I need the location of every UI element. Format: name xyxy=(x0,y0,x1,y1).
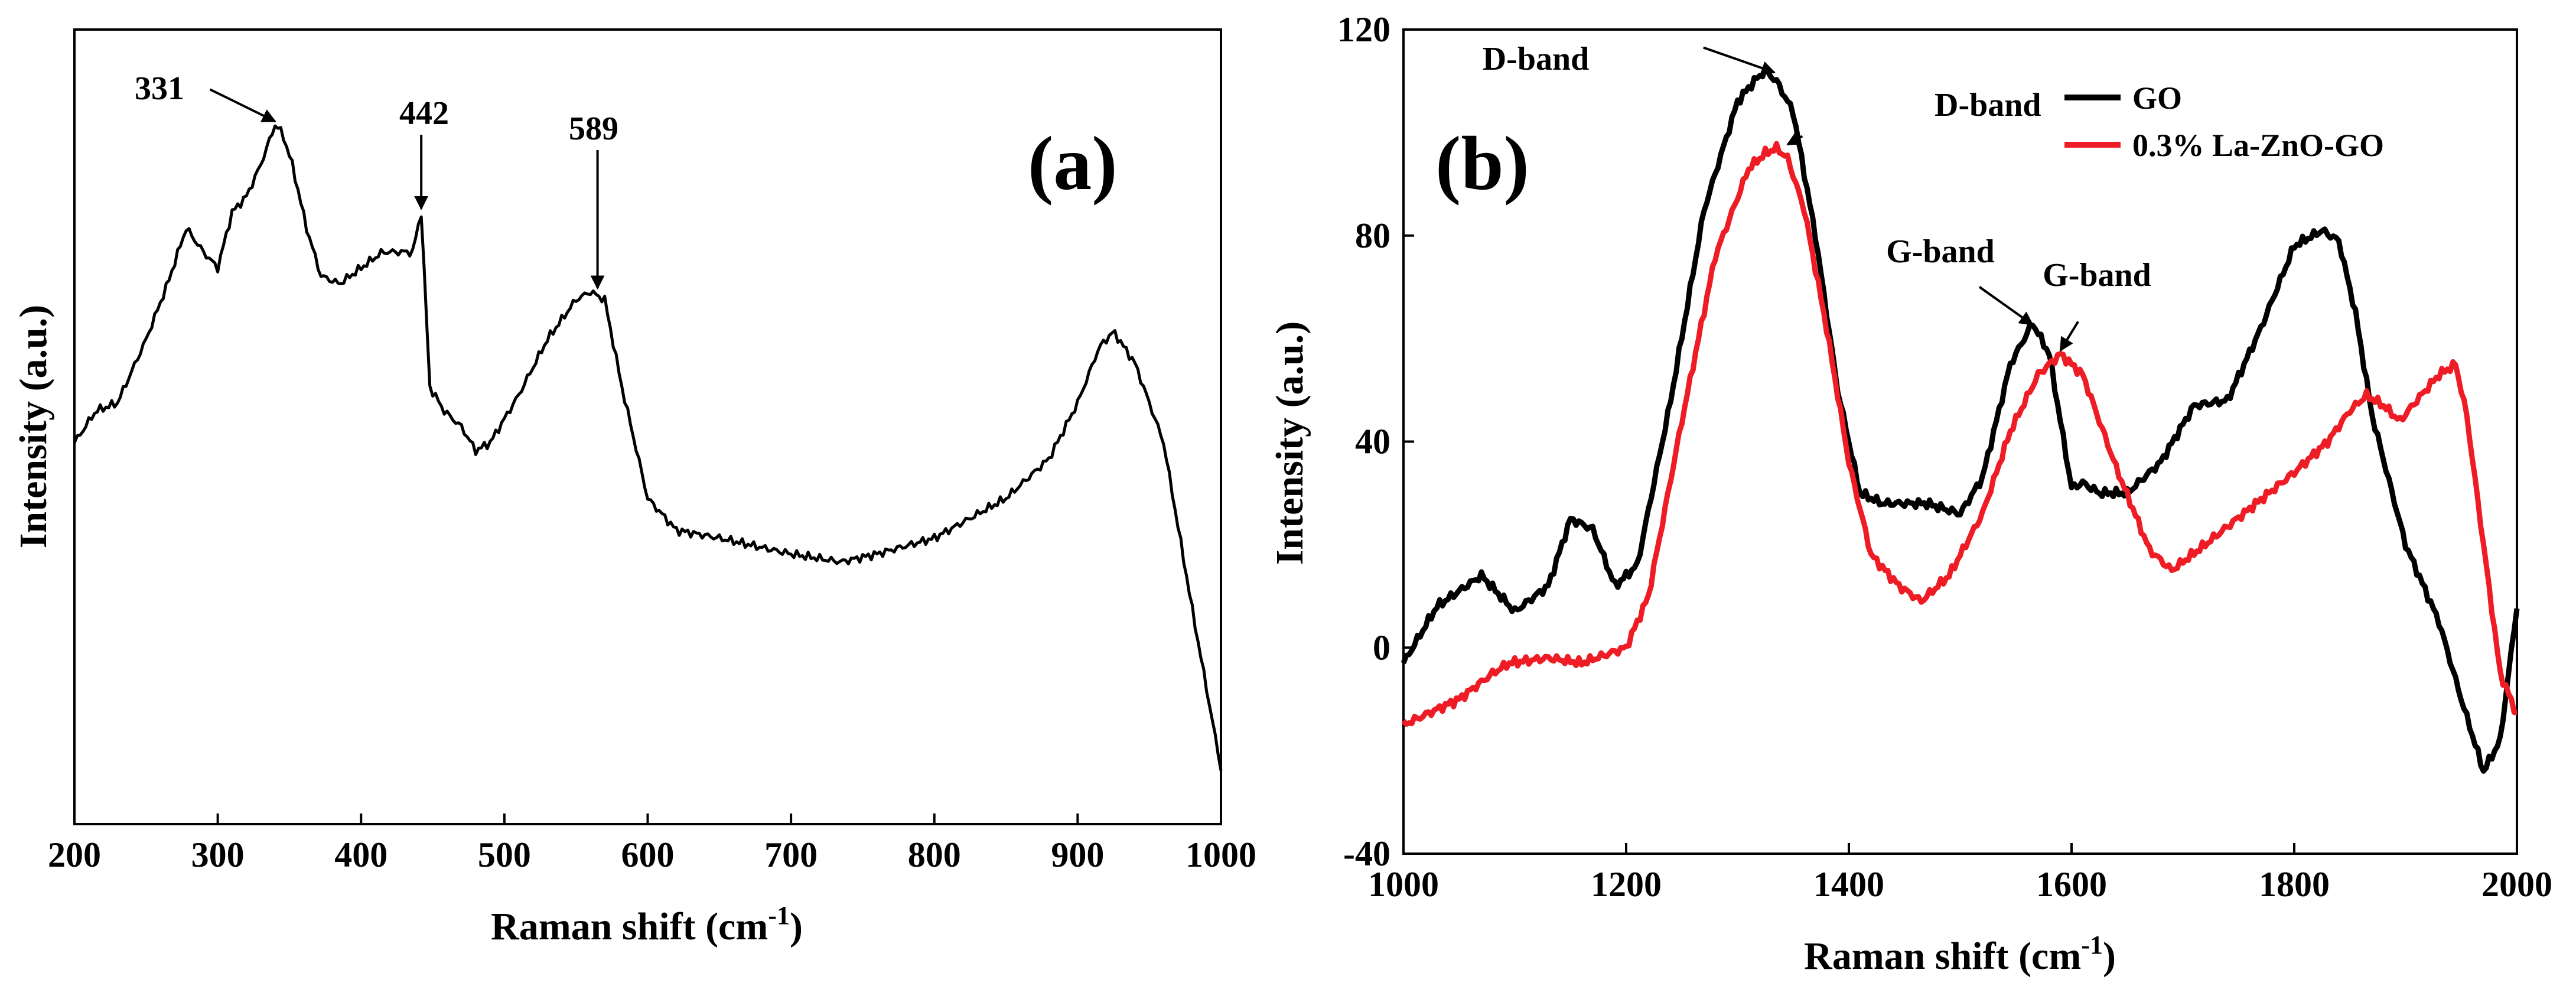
x-axis-label-a-end: ) xyxy=(790,905,803,948)
series-group-a xyxy=(73,124,1223,771)
annotations-b: D-band D-band G-band G-band xyxy=(1483,41,2151,352)
x-tick-label-b-3: 1600 xyxy=(2036,865,2107,904)
series-line-b-go xyxy=(1401,65,2520,774)
annotation-label-b-0: D-band xyxy=(1483,41,1590,77)
x-tick-label-b-4: 1800 xyxy=(2259,865,2330,904)
panel-label-b: (b) xyxy=(1435,121,1529,206)
x-tick-label-a-8: 1000 xyxy=(1186,835,1256,874)
x-tick-label-a-1: 300 xyxy=(191,835,245,874)
annotation-arrow-a-0 xyxy=(209,88,276,123)
annotation-label-b-2: G-band xyxy=(1886,233,1995,270)
x-tick-label-b-2: 1400 xyxy=(1813,865,1884,904)
x-tick-label-b-1: 1200 xyxy=(1591,865,1662,904)
annotation-arrow-b-1 xyxy=(1786,132,1803,146)
x-tick-label-a-0: 200 xyxy=(48,835,101,874)
annotation-label-a-0: 331 xyxy=(135,70,184,107)
annotation-label-b-3: G-band xyxy=(2043,257,2151,294)
x-axis-label-b-main: Raman shift (cm xyxy=(1804,935,2081,978)
panel-b: 1000 1200 1400 1600 1800 2000 -40 0 40 80 120 D-ba… xyxy=(1268,10,2552,978)
y-tick-label-b-1: 0 xyxy=(1373,628,1390,667)
annotation-arrow-b-2 xyxy=(1978,286,2034,326)
series-line-a-la-zno xyxy=(73,124,1223,771)
x-ticks-a: 200 300 400 500 600 700 800 900 1000 xyxy=(48,813,1256,874)
annotation-label-b-1: D-band xyxy=(1935,87,2041,123)
legend-label-go: GO xyxy=(2132,80,2182,116)
annotation-arrow-b-3 xyxy=(2059,321,2079,352)
panel-a: 200 300 400 500 600 700 800 900 1000 331 442 589 (… xyxy=(12,28,1256,948)
x-tick-label-a-7: 900 xyxy=(1051,835,1104,874)
x-axis-label-b-sup: -1 xyxy=(2081,930,2103,959)
x-axis-label-a-main: Raman shift (cm xyxy=(491,905,768,948)
series-line-b-0-3-la-zno-go xyxy=(1401,141,2517,727)
x-tick-label-a-3: 500 xyxy=(478,835,531,874)
axis-ticks-b: 1000 1200 1400 1600 1800 2000 -40 0 40 80 120 xyxy=(1337,10,2552,904)
legend: GO 0.3% La-ZnO-GO xyxy=(2064,80,2384,163)
y-axis-label-b: Intensity (a.u.) xyxy=(1268,321,1311,565)
y-tick-label-b-4: 120 xyxy=(1337,10,1390,49)
x-tick-label-b-0: 1000 xyxy=(1368,865,1439,904)
annotation-arrow-b-0 xyxy=(1703,46,1776,75)
x-tick-label-a-4: 600 xyxy=(621,835,675,874)
x-tick-label-b-5: 2000 xyxy=(2481,865,2552,904)
x-axis-label-b: Raman shift (cm-1) xyxy=(1804,930,2116,978)
x-axis-label-a-sup: -1 xyxy=(768,901,790,930)
y-tick-label-b-3: 80 xyxy=(1355,216,1390,255)
series-group-b xyxy=(1401,65,2520,774)
x-tick-label-a-5: 700 xyxy=(764,835,818,874)
y-tick-label-b-0: -40 xyxy=(1343,834,1390,873)
annotations-a: 331 442 589 xyxy=(135,70,618,290)
legend-label-la-zno-go: 0.3% La-ZnO-GO xyxy=(2132,128,2384,163)
x-tick-label-a-2: 400 xyxy=(334,835,387,874)
y-axis-label-a: Intensity (a.u.) xyxy=(12,305,55,549)
y-tick-label-b-2: 40 xyxy=(1355,422,1390,461)
annotation-label-a-2: 589 xyxy=(569,110,618,147)
annotation-label-a-1: 442 xyxy=(399,95,449,132)
panel-label-a: (a) xyxy=(1028,121,1118,206)
x-axis-label-b-end: ) xyxy=(2103,935,2116,978)
x-tick-label-a-6: 800 xyxy=(908,835,961,874)
x-axis-label-a: Raman shift (cm-1) xyxy=(491,901,803,948)
